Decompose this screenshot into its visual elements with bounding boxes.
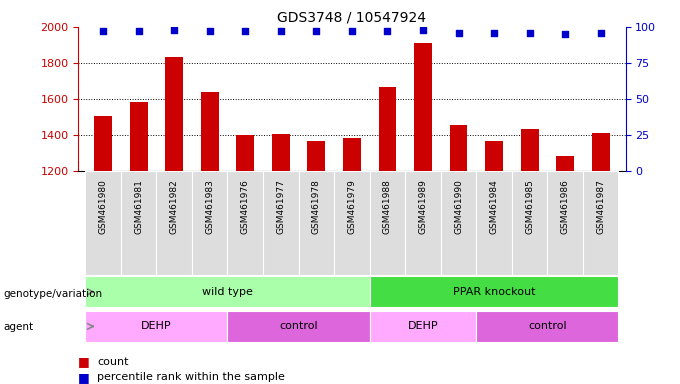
FancyBboxPatch shape <box>583 171 619 275</box>
Text: GSM461984: GSM461984 <box>490 179 498 234</box>
Bar <box>486 141 503 171</box>
Point <box>453 30 464 36</box>
Text: control: control <box>279 321 318 331</box>
Point <box>489 30 500 36</box>
Bar <box>307 141 325 171</box>
Text: GSM461989: GSM461989 <box>418 179 428 234</box>
Point <box>560 31 571 37</box>
Text: GSM461990: GSM461990 <box>454 179 463 234</box>
Bar <box>201 92 218 171</box>
FancyBboxPatch shape <box>85 171 121 275</box>
FancyBboxPatch shape <box>228 171 263 275</box>
FancyBboxPatch shape <box>121 171 156 275</box>
Point <box>418 27 428 33</box>
Text: ■: ■ <box>78 355 90 368</box>
Text: GSM461981: GSM461981 <box>134 179 143 234</box>
FancyBboxPatch shape <box>547 171 583 275</box>
Text: control: control <box>528 321 566 331</box>
Text: GSM461983: GSM461983 <box>205 179 214 234</box>
Text: DEHP: DEHP <box>408 321 439 331</box>
Title: GDS3748 / 10547924: GDS3748 / 10547924 <box>277 10 426 24</box>
Text: count: count <box>97 357 129 367</box>
Text: ■: ■ <box>78 371 90 384</box>
Bar <box>95 116 112 171</box>
Point <box>275 28 286 34</box>
Text: agent: agent <box>3 322 33 332</box>
Text: GSM461978: GSM461978 <box>312 179 321 234</box>
Text: percentile rank within the sample: percentile rank within the sample <box>97 372 285 382</box>
Bar <box>165 56 183 171</box>
Point <box>98 28 109 34</box>
Point <box>382 28 393 34</box>
Bar <box>343 139 361 171</box>
FancyBboxPatch shape <box>334 171 370 275</box>
Point <box>595 30 606 36</box>
Bar <box>130 103 148 171</box>
FancyBboxPatch shape <box>441 171 476 275</box>
Bar <box>379 87 396 171</box>
Text: GSM461977: GSM461977 <box>276 179 286 234</box>
FancyBboxPatch shape <box>476 311 619 342</box>
Point <box>346 28 358 34</box>
Text: GSM461986: GSM461986 <box>561 179 570 234</box>
Text: GSM461982: GSM461982 <box>170 179 179 234</box>
FancyBboxPatch shape <box>263 171 299 275</box>
FancyBboxPatch shape <box>405 171 441 275</box>
Text: GSM461979: GSM461979 <box>347 179 356 234</box>
Bar <box>592 133 609 171</box>
FancyBboxPatch shape <box>299 171 334 275</box>
FancyBboxPatch shape <box>512 171 547 275</box>
Text: GSM461980: GSM461980 <box>99 179 107 234</box>
Bar <box>556 157 574 171</box>
Text: GSM461988: GSM461988 <box>383 179 392 234</box>
FancyBboxPatch shape <box>370 311 476 342</box>
FancyBboxPatch shape <box>156 171 192 275</box>
Text: GSM461985: GSM461985 <box>525 179 534 234</box>
Point <box>169 27 180 33</box>
FancyBboxPatch shape <box>85 276 370 307</box>
FancyBboxPatch shape <box>228 311 370 342</box>
Bar <box>414 43 432 171</box>
FancyBboxPatch shape <box>476 171 512 275</box>
Point <box>524 30 535 36</box>
Point <box>240 28 251 34</box>
Bar <box>449 125 467 171</box>
Text: GSM461987: GSM461987 <box>596 179 605 234</box>
Text: DEHP: DEHP <box>141 321 172 331</box>
Point <box>311 28 322 34</box>
Bar <box>272 134 290 171</box>
Point <box>133 28 144 34</box>
Bar <box>237 135 254 171</box>
FancyBboxPatch shape <box>192 171 228 275</box>
FancyBboxPatch shape <box>370 171 405 275</box>
FancyBboxPatch shape <box>370 276 619 307</box>
Text: genotype/variation: genotype/variation <box>3 289 103 299</box>
FancyBboxPatch shape <box>85 311 228 342</box>
Point <box>204 28 215 34</box>
Bar <box>521 129 539 171</box>
Text: wild type: wild type <box>202 287 253 297</box>
Text: GSM461976: GSM461976 <box>241 179 250 234</box>
Text: PPAR knockout: PPAR knockout <box>453 287 535 297</box>
